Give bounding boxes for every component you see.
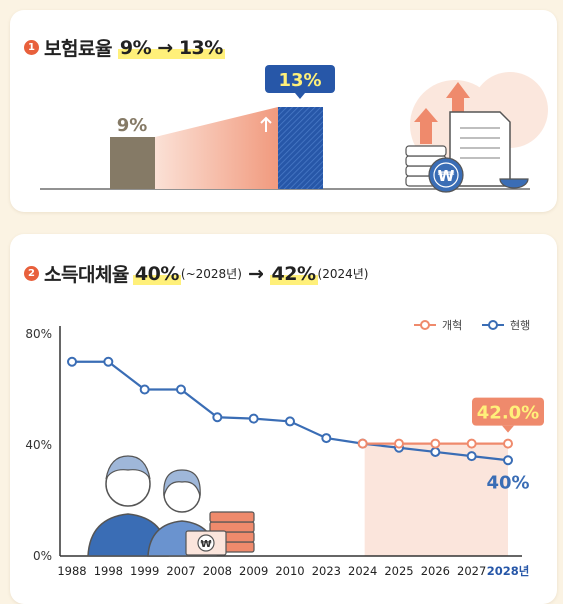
section2-value-a: 40% bbox=[132, 262, 181, 285]
x-tick-label: 1988 bbox=[57, 564, 86, 578]
data-point-개혁 bbox=[430, 438, 441, 449]
x-tick-label: 1999 bbox=[130, 564, 159, 578]
x-tick-label: 2009 bbox=[239, 564, 268, 578]
section2-value-b: 42% bbox=[269, 262, 318, 285]
insurance-rate-card: 1 보험료율 9% → 13% 9% 13% bbox=[10, 10, 557, 212]
replacement-rate-chart: 0% 40% 80% 1988 1998 1999 2007 2008 2009 2010 202… bbox=[25, 319, 544, 578]
data-point-개혁 bbox=[503, 438, 513, 449]
legend-label: 개혁 bbox=[442, 319, 462, 332]
data-point-현행 bbox=[285, 416, 295, 427]
reform-period-highlight bbox=[364, 443, 508, 556]
current-callout-label: 40% bbox=[486, 472, 529, 493]
reform-callout-label: 42.0% bbox=[477, 403, 539, 424]
data-point-현행 bbox=[321, 433, 332, 444]
svg-text:₩: ₩ bbox=[200, 539, 211, 550]
section1-number-badge: 1 bbox=[24, 40, 39, 55]
elderly-couple-illustration bbox=[87, 455, 217, 557]
data-point-현행 bbox=[103, 356, 114, 367]
x-tick-label: 2024 bbox=[348, 564, 377, 578]
x-tick-label: 2010 bbox=[275, 564, 304, 578]
data-point-현행 bbox=[466, 451, 477, 462]
y-tick-label: 0% bbox=[33, 549, 52, 563]
data-point-현행 bbox=[503, 455, 513, 466]
money-growth-illustration: ₩ bbox=[405, 72, 548, 193]
data-point-현행 bbox=[176, 384, 186, 395]
chart-legend: 개혁 현행 bbox=[414, 319, 530, 332]
section1-heading: 1 보험료율 9% → 13% bbox=[24, 34, 225, 61]
x-tick-label: 1998 bbox=[94, 564, 123, 578]
x-tick-labels: 1988 1998 1999 2007 2008 2009 2010 2023 2024 2025… bbox=[57, 564, 529, 578]
x-tick-label: 2026 bbox=[421, 564, 450, 578]
bar-13-percent bbox=[278, 107, 323, 189]
data-point-개혁 bbox=[466, 438, 477, 449]
y-tick-label: 40% bbox=[25, 438, 52, 452]
x-tick-label: 2023 bbox=[312, 564, 341, 578]
svg-text:₩: ₩ bbox=[438, 167, 455, 185]
series-points bbox=[67, 356, 513, 466]
data-point-개혁 bbox=[357, 438, 368, 449]
reform-callout: 42.0% bbox=[472, 397, 544, 433]
bar-9-percent bbox=[110, 137, 155, 189]
data-point-현행 bbox=[67, 356, 77, 367]
section2-arrow: → bbox=[241, 262, 270, 285]
up-arrow-icon bbox=[260, 116, 272, 132]
bar-9-label: 9% bbox=[117, 115, 148, 136]
x-tick-label: 2027 bbox=[457, 564, 486, 578]
section2-number-badge: 2 bbox=[24, 266, 39, 281]
section1-title-value: 9% → 13% bbox=[117, 36, 225, 59]
y-tick-label: 80% bbox=[25, 327, 52, 341]
section2-note-b: (2024년) bbox=[317, 267, 369, 281]
section2-title-prefix: 소득대체율 bbox=[44, 264, 129, 286]
data-point-현행 bbox=[139, 384, 150, 395]
bar-13-callout: 13% bbox=[265, 65, 335, 99]
data-point-현행 bbox=[212, 412, 223, 423]
x-tick-label: 2007 bbox=[166, 564, 195, 578]
x-tick-label: 2028년 bbox=[487, 564, 530, 578]
legend-marker bbox=[420, 320, 430, 330]
rate-bar-illustration: 9% 13% bbox=[40, 65, 548, 193]
section2-note-a: (~2028년) bbox=[180, 267, 242, 281]
won-coin-icon: ₩ bbox=[428, 157, 464, 193]
x-tick-label: 2025 bbox=[384, 564, 413, 578]
section2-heading: 2 소득대체율 40% (~2028년) → 42% (2024년) bbox=[24, 260, 368, 287]
y-tick-labels: 0% 40% 80% bbox=[25, 327, 52, 563]
data-point-현행 bbox=[430, 446, 441, 457]
data-point-현행 bbox=[248, 413, 259, 424]
money-stack-illustration: ₩ bbox=[185, 511, 255, 556]
legend-label: 현행 bbox=[510, 319, 530, 332]
replacement-rate-card: 2 소득대체율 40% (~2028년) → 42% (2024년) 0% 40%… bbox=[10, 234, 557, 604]
section1-title-prefix: 보험료율 bbox=[44, 38, 112, 60]
increase-wedge bbox=[155, 107, 278, 189]
x-tick-label: 2008 bbox=[203, 564, 232, 578]
legend-marker bbox=[488, 320, 498, 330]
bar-13-label: 13% bbox=[278, 70, 321, 91]
data-point-개혁 bbox=[394, 438, 404, 449]
